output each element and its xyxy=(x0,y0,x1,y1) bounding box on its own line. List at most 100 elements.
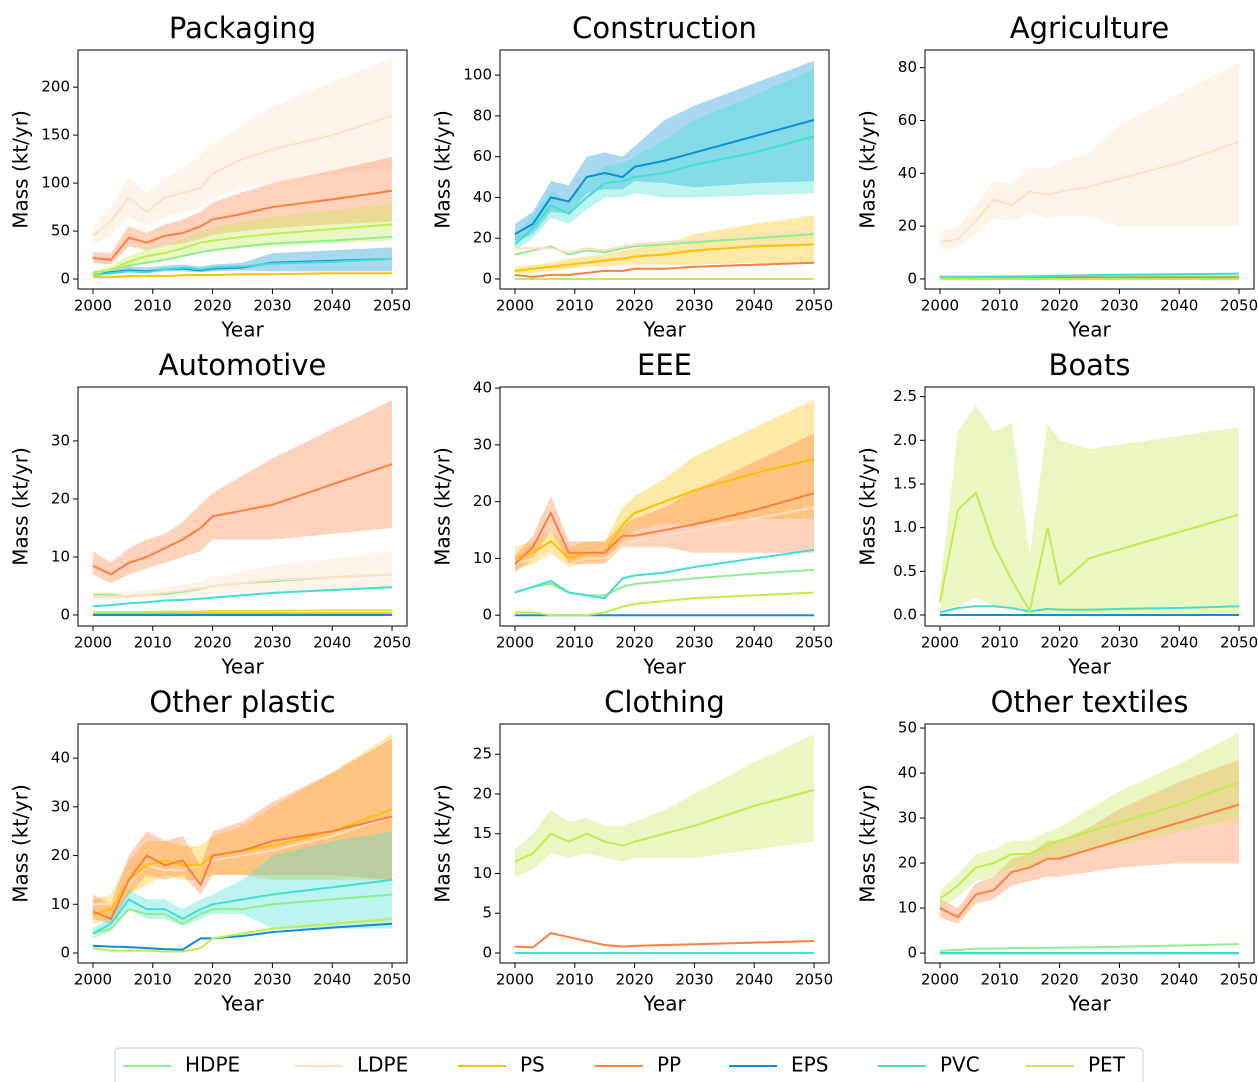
x-tick-label: 2030 xyxy=(1100,634,1138,652)
y-tick-label: 60 xyxy=(898,111,917,129)
x-tick-label: 2010 xyxy=(556,634,594,652)
x-tick-label: 2000 xyxy=(496,634,534,652)
x-tick-label: 2030 xyxy=(675,634,713,652)
legend-label: LDPE xyxy=(357,1053,408,1077)
series-line xyxy=(514,227,815,254)
y-tick-label: 20 xyxy=(473,784,492,802)
x-tick-label: 2020 xyxy=(193,634,231,652)
x-tick-label: 2000 xyxy=(496,297,534,315)
x-tick-label: 2020 xyxy=(193,971,231,989)
y-tick-label: 1.5 xyxy=(893,474,917,492)
series-line xyxy=(514,233,815,256)
x-tick-label: 2050 xyxy=(373,634,411,652)
y-tick-label: 20 xyxy=(898,854,917,872)
y-tick-label: 30 xyxy=(473,435,492,453)
subplot-title: Clothing xyxy=(604,685,725,719)
axes-frame xyxy=(499,386,830,627)
y-tick-label: 100 xyxy=(41,174,70,192)
y-tick-label: 20 xyxy=(51,846,70,864)
axes-frame xyxy=(499,49,830,290)
series-line xyxy=(514,591,815,617)
series-line xyxy=(514,135,815,246)
y-tick-label: 20 xyxy=(898,217,917,235)
y-tick-label: 80 xyxy=(473,106,492,124)
y-axis-label: Mass (kt/yr) xyxy=(856,784,880,903)
y-tick-label: 40 xyxy=(473,379,492,397)
x-tick-label: 2050 xyxy=(1220,634,1258,652)
axes-frame xyxy=(77,723,408,964)
y-axis-label: Mass (kt/yr) xyxy=(9,784,33,903)
axes-frame xyxy=(924,49,1255,290)
y-tick-label: 80 xyxy=(898,58,917,76)
y-tick-label: 1.0 xyxy=(893,518,917,536)
x-axis-label: Year xyxy=(220,992,264,1016)
y-tick-label: 10 xyxy=(473,549,492,567)
subplot-title: Other textiles xyxy=(991,685,1189,719)
plot-area xyxy=(514,60,815,281)
x-axis-label: Year xyxy=(642,992,686,1016)
plot-area xyxy=(92,400,393,616)
y-tick-label: 10 xyxy=(898,899,917,917)
x-tick-label: 2030 xyxy=(253,297,291,315)
x-tick-label: 2020 xyxy=(615,634,653,652)
subplot-title: Packaging xyxy=(169,11,316,45)
x-tick-label: 2000 xyxy=(921,297,959,315)
y-tick-label: 0 xyxy=(907,944,917,962)
x-tick-label: 2020 xyxy=(1040,971,1078,989)
series-line xyxy=(92,917,393,953)
x-tick-label: 2000 xyxy=(74,634,112,652)
plot-area xyxy=(92,58,393,279)
plot-area xyxy=(939,732,1240,955)
uncertainty-band xyxy=(514,60,815,243)
legend-label: HDPE xyxy=(185,1053,240,1077)
x-tick-label: 2040 xyxy=(313,634,351,652)
y-axis-label: Mass (kt/yr) xyxy=(9,110,33,229)
series-line xyxy=(939,781,1240,900)
uncertainty-band xyxy=(939,62,1240,250)
y-tick-label: 2.5 xyxy=(893,387,917,405)
y-tick-label: 5 xyxy=(482,904,492,922)
series-line xyxy=(92,893,393,935)
series-line xyxy=(92,878,393,935)
series-line xyxy=(92,922,393,951)
y-tick-label: 40 xyxy=(51,749,70,767)
x-tick-label: 2050 xyxy=(373,971,411,989)
uncertainty-band xyxy=(514,399,815,570)
axes-frame xyxy=(499,723,830,964)
x-axis-label: Year xyxy=(642,655,686,679)
uncertainty-band xyxy=(92,551,393,601)
axes-frame xyxy=(77,386,408,627)
y-tick-label: 0 xyxy=(60,270,70,288)
series-line xyxy=(92,235,393,275)
x-axis-label: Year xyxy=(642,318,686,342)
y-tick-label: 30 xyxy=(51,431,70,449)
y-tick-label: 20 xyxy=(473,492,492,510)
plot-area xyxy=(514,399,815,617)
series-line xyxy=(514,932,815,949)
x-tick-label: 2030 xyxy=(1100,297,1138,315)
y-tick-label: 30 xyxy=(51,797,70,815)
series-line xyxy=(939,140,1240,243)
x-tick-label: 2050 xyxy=(795,634,833,652)
x-tick-label: 2010 xyxy=(981,971,1019,989)
y-tick-label: 10 xyxy=(51,895,70,913)
series-line xyxy=(514,548,815,600)
y-tick-label: 0 xyxy=(482,606,492,624)
y-tick-label: 25 xyxy=(473,745,492,763)
legend-label: PP xyxy=(657,1053,681,1077)
x-tick-label: 2010 xyxy=(981,297,1019,315)
series-line xyxy=(514,492,815,565)
y-tick-label: 50 xyxy=(898,719,917,737)
series-line xyxy=(92,586,393,608)
uncertainty-band xyxy=(939,759,1240,924)
uncertainty-band xyxy=(92,204,393,277)
y-tick-label: 40 xyxy=(898,164,917,182)
x-tick-label: 2020 xyxy=(193,297,231,315)
legend: HDPE LDPE PS PP EPS PVC PET xyxy=(114,1047,1144,1082)
x-tick-label: 2040 xyxy=(735,634,773,652)
legend-label: EPS xyxy=(791,1053,828,1077)
x-tick-label: 2030 xyxy=(253,971,291,989)
x-tick-label: 2040 xyxy=(735,971,773,989)
